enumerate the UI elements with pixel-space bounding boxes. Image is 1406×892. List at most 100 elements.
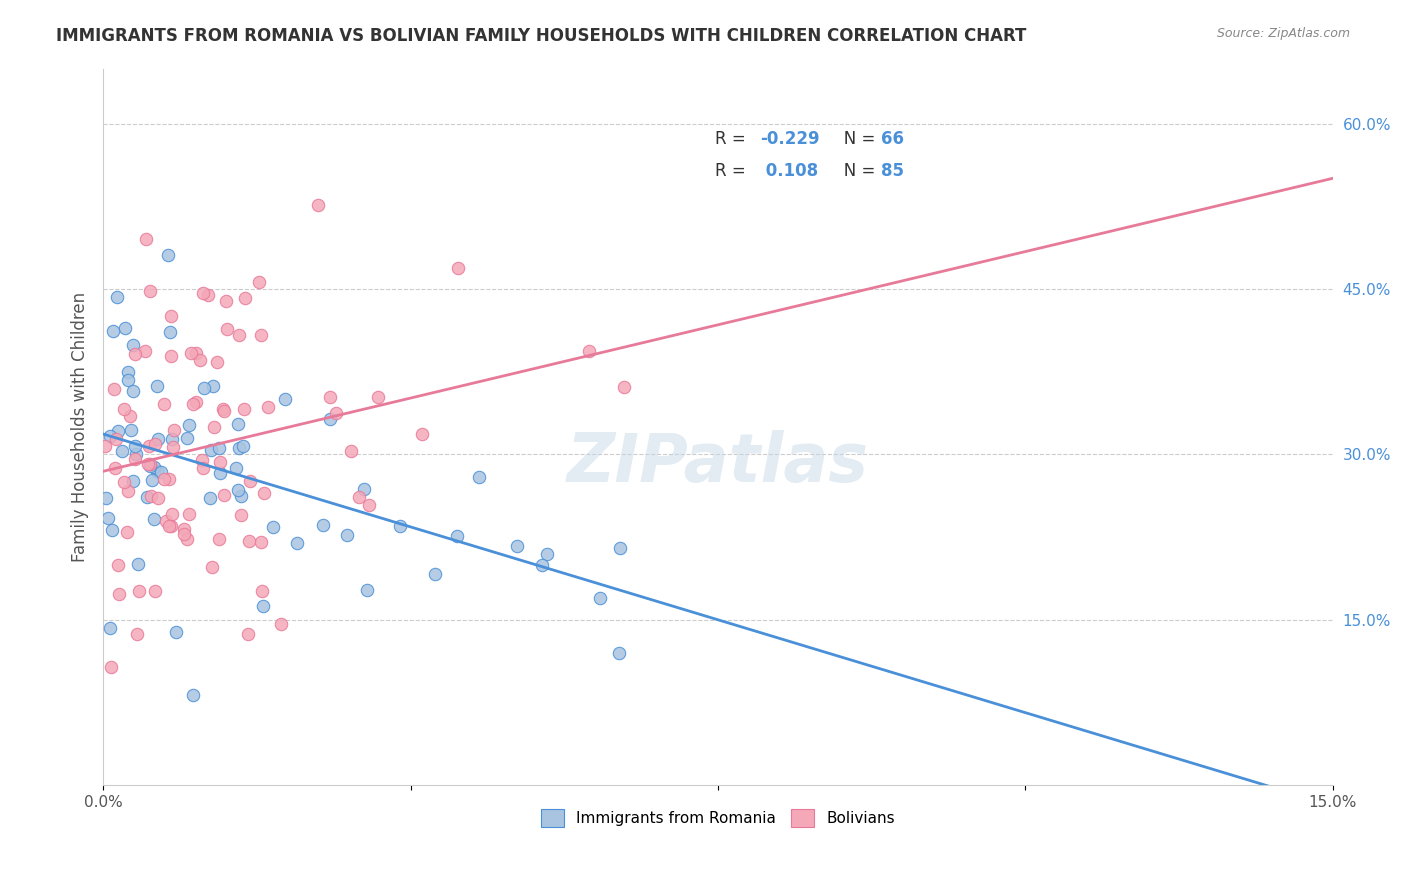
Point — [152, 472, 174, 486]
Point — [446, 529, 468, 543]
Point — [177, 507, 200, 521]
Point — [143, 583, 166, 598]
Point — [127, 558, 149, 572]
Point — [236, 627, 259, 641]
Point — [208, 532, 231, 546]
Point — [163, 423, 186, 437]
Point — [145, 379, 167, 393]
Point — [150, 465, 173, 479]
Point — [97, 510, 120, 524]
Point — [139, 284, 162, 298]
Text: -0.229: -0.229 — [761, 130, 820, 148]
Point — [159, 472, 181, 486]
Point — [193, 381, 215, 395]
Point — [367, 390, 389, 404]
Point — [145, 464, 167, 478]
Point — [162, 441, 184, 455]
Point — [200, 443, 222, 458]
Point — [118, 409, 141, 423]
Point — [287, 536, 309, 550]
Point — [353, 483, 375, 497]
Point — [135, 232, 157, 246]
Point — [270, 617, 292, 632]
Text: Source: ZipAtlas.com: Source: ZipAtlas.com — [1216, 27, 1350, 40]
Point — [143, 460, 166, 475]
Point — [112, 475, 135, 489]
Point — [125, 447, 148, 461]
Point — [325, 406, 347, 420]
Point — [188, 352, 211, 367]
Point — [197, 288, 219, 302]
Point — [124, 451, 146, 466]
Point — [176, 431, 198, 445]
Point — [193, 285, 215, 300]
Text: 85: 85 — [882, 161, 904, 180]
Point — [105, 290, 128, 304]
Text: 0.108: 0.108 — [761, 161, 818, 180]
Point — [153, 396, 176, 410]
Point — [101, 523, 124, 537]
Point — [181, 688, 204, 702]
Point — [134, 344, 156, 359]
Point — [136, 490, 159, 504]
Point — [107, 424, 129, 438]
Point — [225, 461, 247, 475]
Point — [122, 474, 145, 488]
Point — [212, 402, 235, 417]
Point — [128, 584, 150, 599]
Point — [207, 441, 229, 455]
Point — [139, 457, 162, 471]
Point — [388, 519, 411, 533]
Point — [228, 328, 250, 343]
Point — [212, 403, 235, 417]
Point — [115, 525, 138, 540]
Text: 66: 66 — [882, 130, 904, 148]
Point — [319, 412, 342, 426]
Point — [312, 517, 335, 532]
Point — [143, 437, 166, 451]
Point — [231, 489, 253, 503]
Point — [124, 346, 146, 360]
Point — [103, 382, 125, 396]
Point — [186, 345, 208, 359]
Point — [186, 395, 208, 409]
Point — [339, 444, 361, 458]
Text: N =: N = — [828, 130, 880, 148]
Point — [148, 432, 170, 446]
Point — [205, 355, 228, 369]
Point — [139, 458, 162, 473]
Point — [256, 400, 278, 414]
Point — [100, 659, 122, 673]
Point — [228, 441, 250, 455]
Point — [607, 646, 630, 660]
Point — [202, 420, 225, 434]
Point — [274, 392, 297, 407]
Point — [155, 514, 177, 528]
Point — [232, 401, 254, 416]
Point — [530, 558, 553, 572]
Point — [159, 325, 181, 339]
Point — [120, 423, 142, 437]
Point — [253, 485, 276, 500]
Point — [180, 346, 202, 360]
Point — [98, 428, 121, 442]
Point — [578, 343, 600, 358]
Point — [201, 379, 224, 393]
Point — [173, 527, 195, 541]
Point — [536, 547, 558, 561]
Point — [200, 560, 222, 574]
Point — [98, 621, 121, 635]
Point — [94, 439, 117, 453]
Point — [173, 522, 195, 536]
Point — [139, 489, 162, 503]
Point — [262, 520, 284, 534]
Point — [226, 417, 249, 431]
Point — [250, 583, 273, 598]
Legend: Immigrants from Romania, Bolivians: Immigrants from Romania, Bolivians — [533, 801, 903, 835]
Point — [226, 483, 249, 497]
Point — [117, 484, 139, 499]
Point — [319, 390, 342, 404]
Point — [613, 380, 636, 394]
Text: N =: N = — [828, 161, 880, 180]
Point — [249, 275, 271, 289]
